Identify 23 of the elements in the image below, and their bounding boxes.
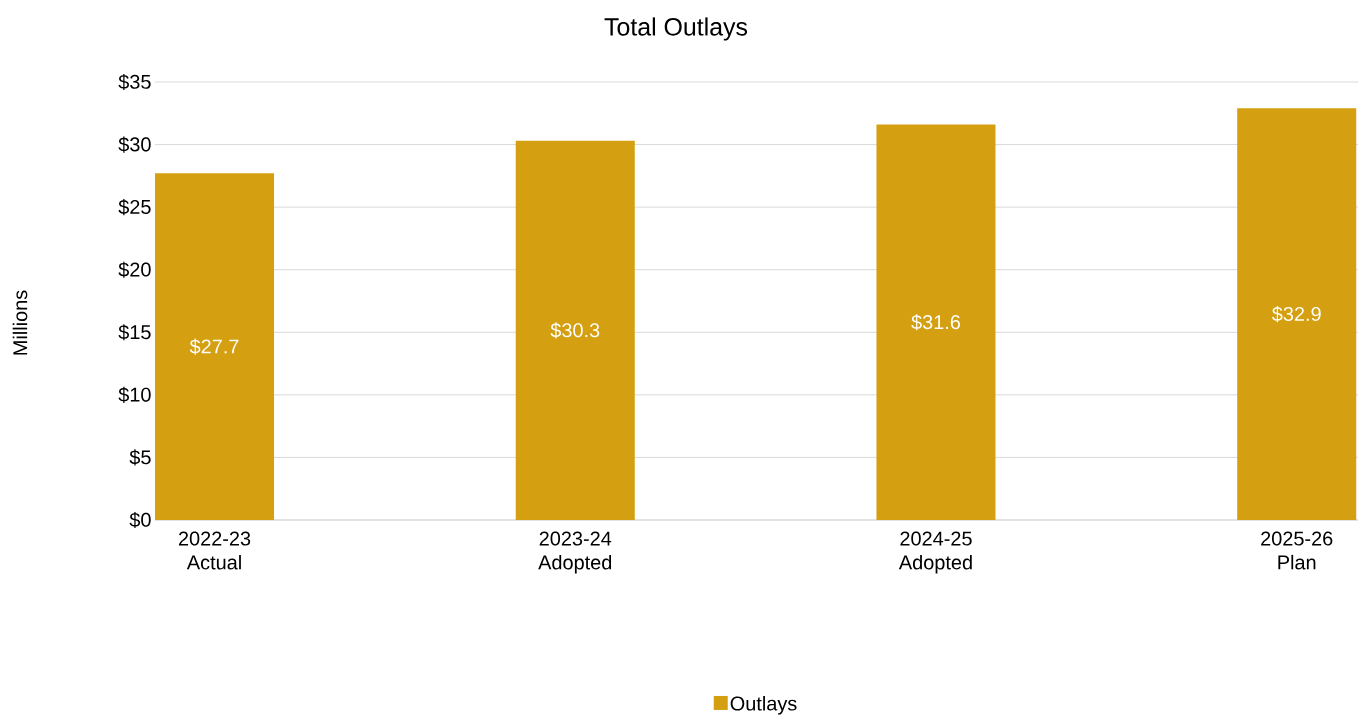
y-tick-label: $10 xyxy=(118,386,151,403)
data-label: $27.7 xyxy=(189,338,239,355)
bar xyxy=(1237,108,1357,520)
x-tick-label: 2023-24 Adopted xyxy=(538,531,612,574)
bar xyxy=(155,173,275,520)
y-tick-label: $25 xyxy=(118,199,151,216)
data-label: $32.9 xyxy=(1271,306,1321,323)
y-tick-label: $20 xyxy=(118,261,151,278)
data-label: $31.6 xyxy=(911,314,961,331)
x-tick-label: 2024-25 Adopted xyxy=(898,531,972,574)
chart-title: Total Outlays xyxy=(604,17,748,41)
y-tick-label: $15 xyxy=(118,324,151,341)
y-tick-label: $30 xyxy=(118,136,151,153)
x-tick-label: 2025-26 Plan xyxy=(1261,531,1333,570)
data-label: $30.3 xyxy=(550,322,600,339)
y-tick-label: $35 xyxy=(118,73,151,91)
x-tick-label: 2022-23 Actual xyxy=(178,531,251,570)
bar xyxy=(876,124,996,520)
y-tick-label: $0 xyxy=(129,511,151,529)
y-tick-label: $5 xyxy=(129,449,151,466)
y-axis-title: Millions xyxy=(12,290,28,355)
legend-label: Outlays xyxy=(730,696,797,715)
bar xyxy=(515,140,635,520)
